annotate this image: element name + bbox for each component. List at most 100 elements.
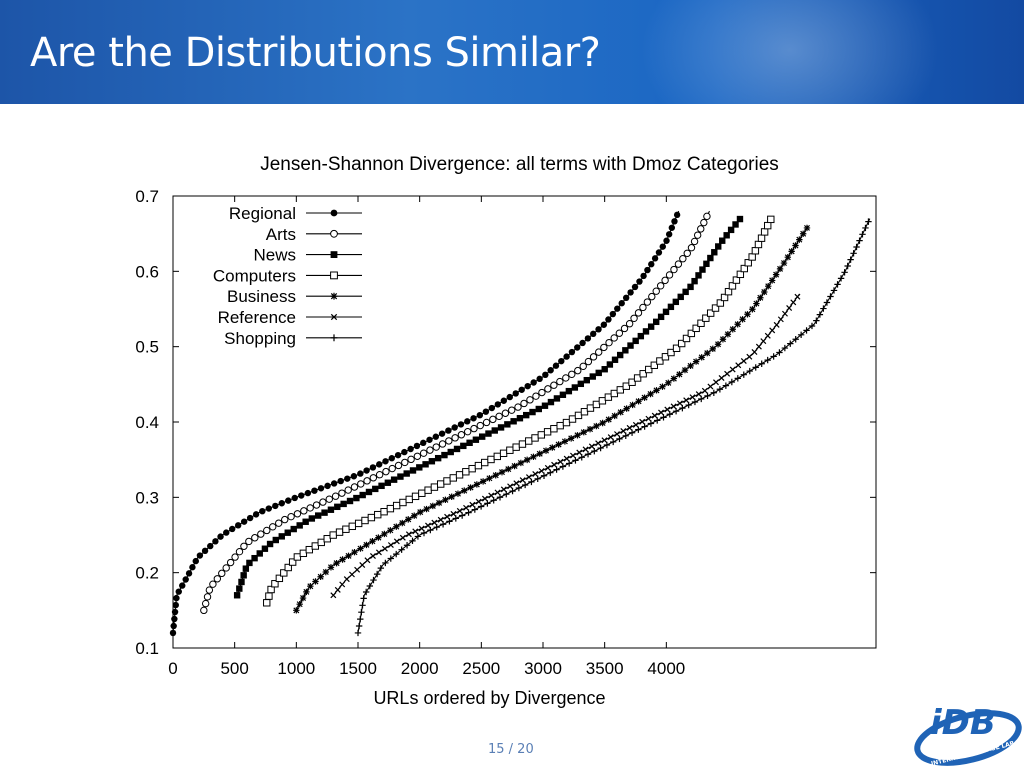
data-point (761, 288, 768, 296)
data-point (736, 215, 744, 223)
data-point (381, 530, 388, 538)
y-tick-label: 0.2 (135, 564, 159, 583)
data-point (633, 374, 642, 382)
data-point (593, 422, 600, 430)
data-point (732, 276, 741, 284)
data-point (488, 492, 495, 499)
data-point (550, 381, 558, 389)
data-point (588, 443, 595, 450)
data-point (547, 469, 554, 476)
data-point (751, 349, 758, 355)
data-point (529, 408, 536, 416)
data-point (240, 518, 248, 525)
data-point (803, 224, 811, 232)
data-point (504, 421, 511, 428)
data-point (584, 335, 592, 342)
data-point (719, 237, 726, 244)
data-point (338, 489, 346, 497)
data-point (589, 373, 596, 380)
data-point (305, 545, 314, 554)
data-point (373, 570, 381, 578)
data-point (299, 549, 308, 558)
series-news (233, 215, 744, 599)
data-point (476, 411, 484, 419)
data-point (393, 523, 400, 530)
data-point (242, 565, 250, 572)
data-point (475, 498, 482, 505)
data-point (578, 454, 585, 461)
data-point (574, 366, 582, 375)
data-point (463, 427, 472, 436)
data-point (438, 430, 446, 437)
data-point (641, 394, 648, 401)
data-point (481, 458, 489, 467)
data-point (490, 497, 497, 504)
divergence-chart: Jensen-Shannon Divergence: all terms wit… (135, 154, 877, 708)
logo-ring-text: INTERNET DATABASE LAB (930, 740, 1015, 768)
data-point (716, 386, 724, 393)
data-point (631, 283, 639, 291)
data-point (728, 378, 736, 386)
data-point (376, 461, 383, 468)
data-point (299, 594, 307, 602)
data-point (639, 418, 646, 425)
data-point (523, 456, 531, 464)
legend-marker (330, 334, 338, 342)
data-point (477, 503, 485, 510)
data-point (670, 403, 677, 410)
data-point (584, 451, 592, 458)
data-point (600, 343, 608, 352)
data-point (375, 471, 384, 479)
data-point (411, 512, 418, 519)
data-point (734, 321, 741, 328)
data-point (432, 433, 440, 440)
data-point (359, 491, 366, 499)
data-point (334, 586, 341, 593)
data-point (701, 387, 708, 394)
data-point (746, 353, 753, 360)
data-point (263, 526, 271, 535)
data-point (346, 497, 354, 505)
data-point (453, 445, 461, 453)
data-point (278, 533, 285, 540)
data-point (536, 450, 543, 457)
data-point (500, 397, 508, 404)
data-point (662, 308, 670, 316)
data-point (525, 437, 533, 445)
data-point (626, 424, 633, 431)
data-point (780, 259, 788, 267)
data-point (576, 449, 583, 456)
data-point (500, 486, 507, 493)
data-point (707, 383, 714, 390)
data-point (553, 395, 561, 402)
data-point (519, 477, 526, 484)
data-point (584, 357, 593, 366)
data-point (746, 367, 753, 375)
data-point (429, 502, 437, 510)
data-point (524, 382, 531, 390)
data-point (357, 545, 364, 552)
data-point (732, 221, 739, 228)
data-point (706, 309, 715, 317)
data-point (516, 415, 524, 422)
data-point (399, 519, 406, 527)
legend-marker (330, 251, 338, 258)
data-point (470, 424, 478, 433)
data-point (401, 448, 408, 456)
data-point (240, 542, 248, 550)
data-point (668, 224, 676, 231)
data-point (465, 509, 472, 516)
data-point (488, 404, 496, 412)
data-point (551, 461, 558, 468)
data-point (695, 391, 702, 398)
data-point (651, 412, 658, 419)
data-point (461, 487, 468, 494)
data-point (614, 431, 620, 438)
data-point (344, 486, 352, 494)
data-point (816, 311, 824, 318)
data-point (493, 452, 501, 461)
data-point (611, 412, 618, 420)
legend-label: Reference (218, 308, 296, 327)
data-point (586, 425, 594, 433)
data-point (363, 477, 371, 485)
